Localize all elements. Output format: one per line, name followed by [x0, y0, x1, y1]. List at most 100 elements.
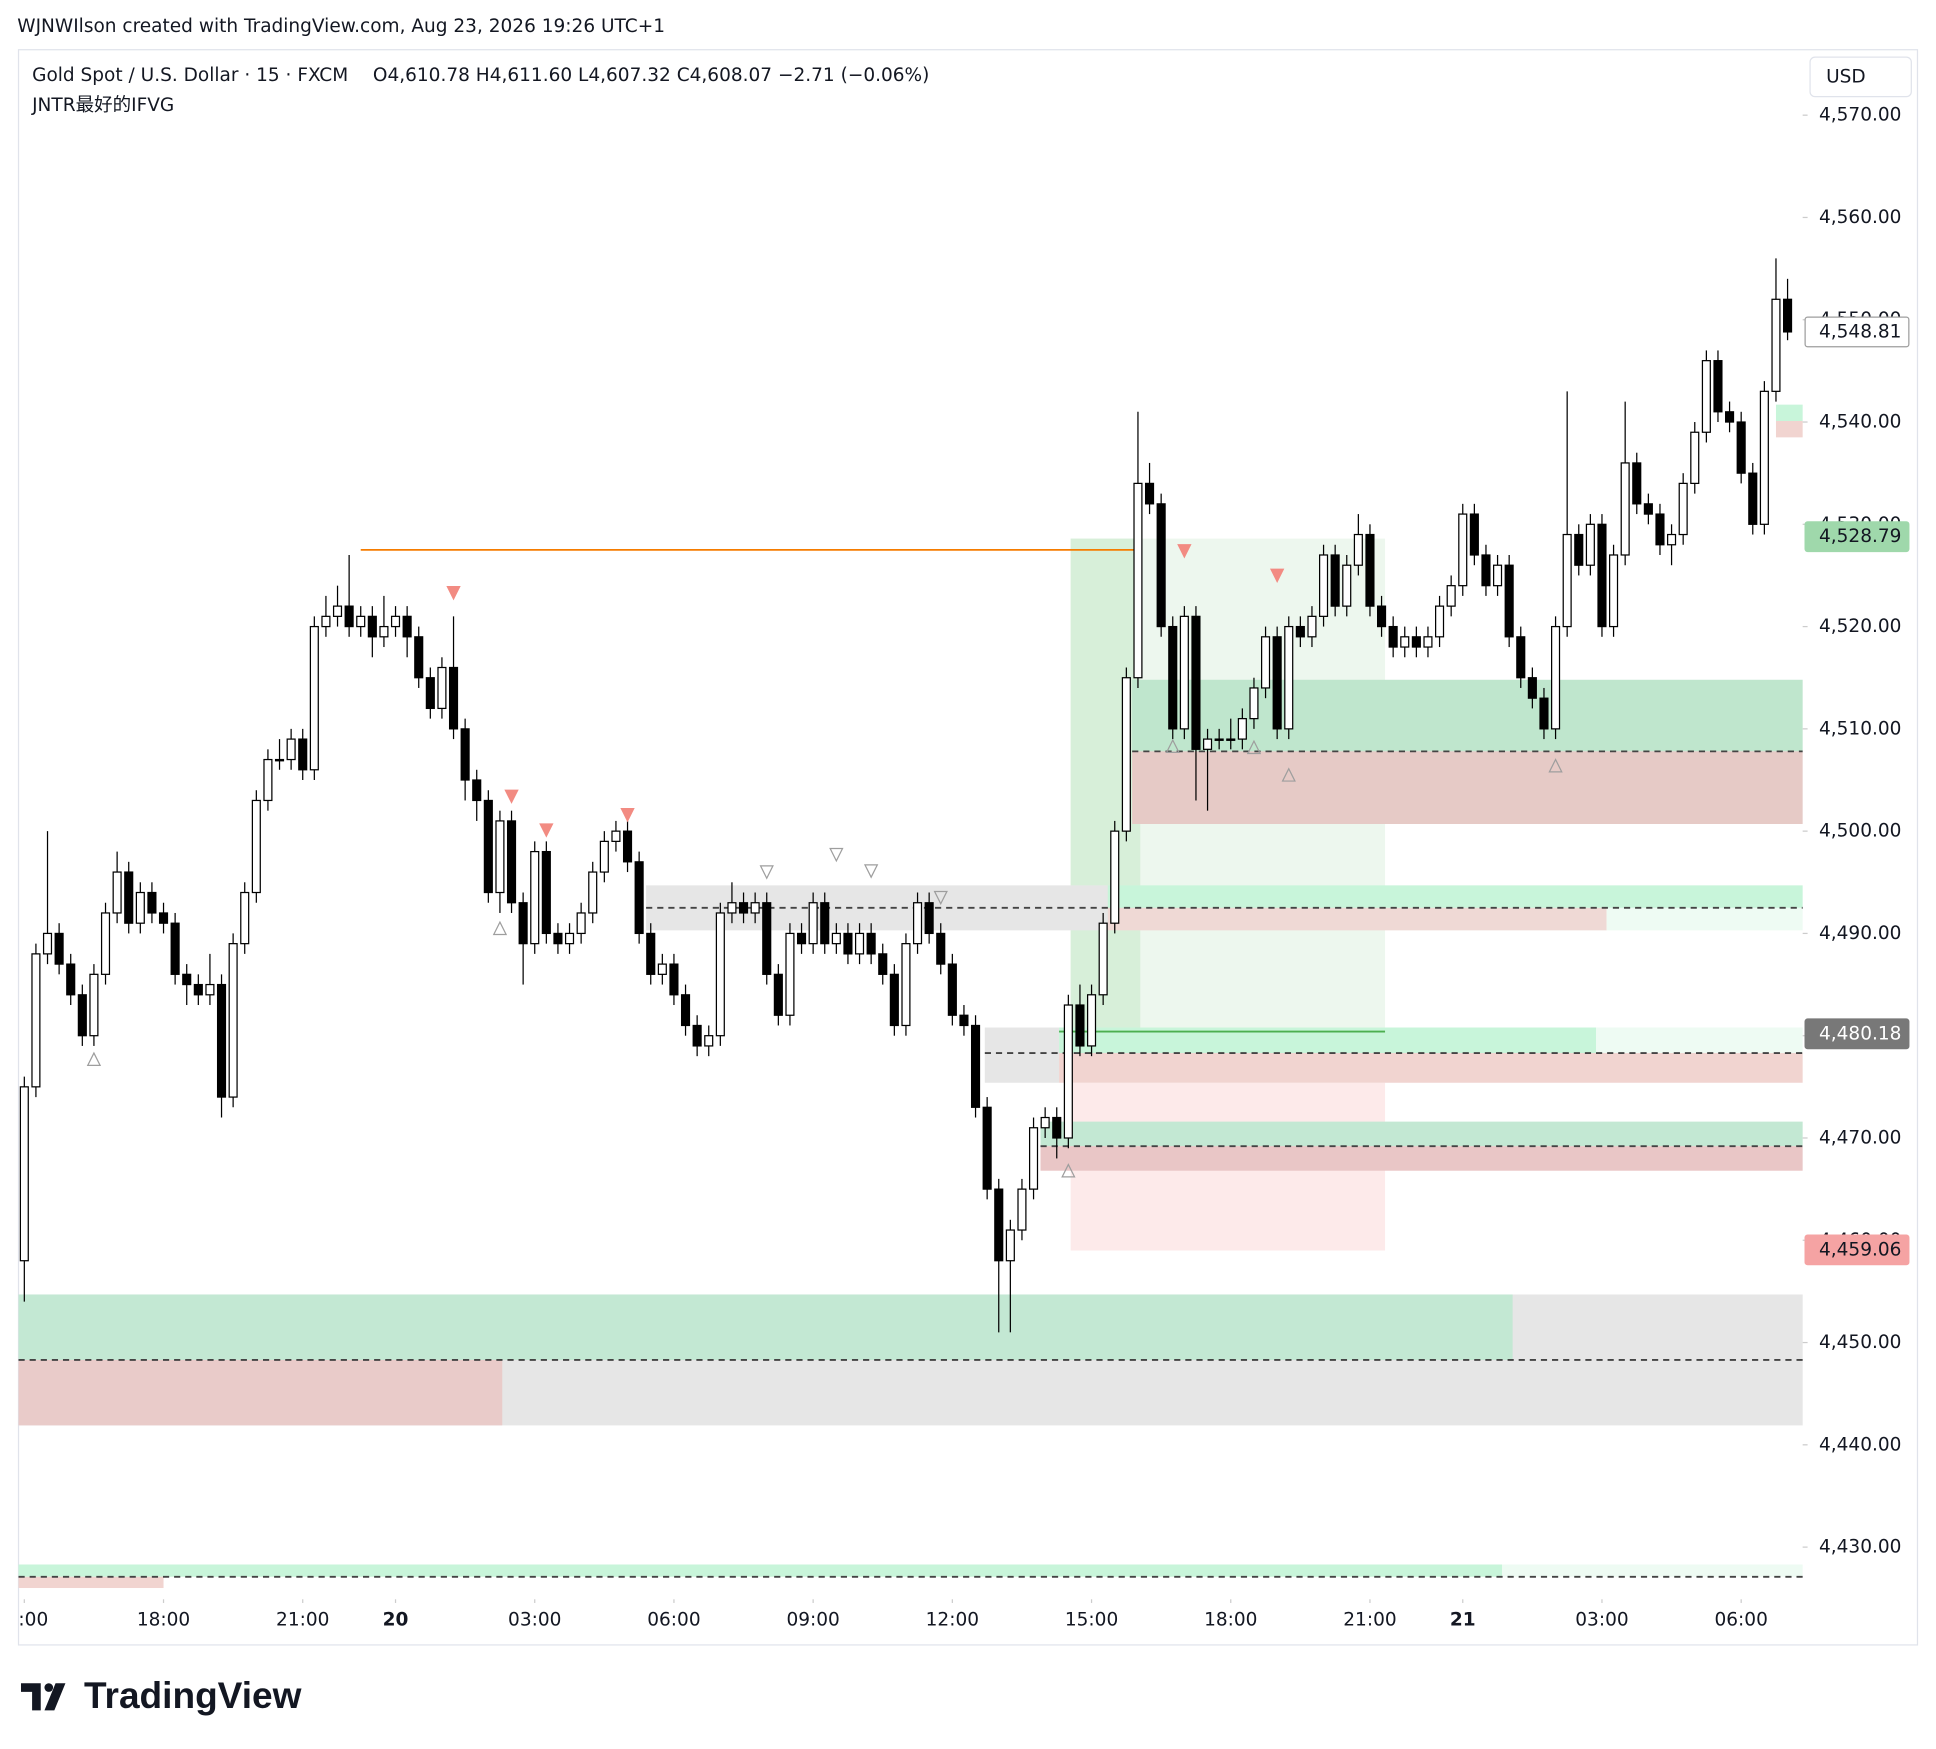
candle-body — [1191, 615, 1201, 750]
candle-body — [1585, 523, 1595, 566]
candle-body — [344, 605, 354, 628]
candle-body — [611, 830, 621, 842]
x-tick-label: 09:00 — [786, 1610, 839, 1631]
ohlc: O4,610.78 H4,611.60 L4,607.32 C4,608.07 … — [373, 65, 930, 86]
candle-body — [669, 963, 679, 996]
candle-body — [1307, 615, 1317, 638]
candle-body — [1179, 615, 1189, 730]
plot: 4,430.004,440.004,450.004,460.004,470.00… — [18, 105, 1910, 1631]
y-tick-label: 4,500.00 — [1819, 821, 1901, 842]
candle-body — [1272, 636, 1282, 730]
y-tick-label: 4,440.00 — [1819, 1434, 1901, 1455]
candle-body — [274, 758, 285, 762]
candle-body — [89, 973, 99, 1037]
candle-body — [1028, 1127, 1039, 1190]
candle-body — [854, 932, 865, 955]
candle-body — [1400, 636, 1410, 648]
candle-body — [425, 677, 435, 710]
x-tick-label: 03:00 — [1575, 1610, 1628, 1631]
candle-body — [437, 666, 447, 710]
signal — [1269, 568, 1285, 583]
x-tick-label: :00 — [18, 1610, 48, 1631]
candle-body — [1318, 554, 1329, 617]
x-tick-label: 21 — [1450, 1610, 1476, 1631]
candle-body — [193, 983, 203, 996]
signal — [1281, 767, 1296, 782]
zone — [1107, 885, 1803, 908]
price-label: 4,480.18 — [1819, 1023, 1901, 1044]
candle-body — [1643, 503, 1653, 515]
candle-body — [541, 850, 551, 935]
candle-body — [564, 932, 575, 945]
candle-body — [704, 1035, 714, 1047]
zone — [18, 1576, 164, 1589]
price-label-box — [1804, 521, 1910, 553]
candle-body — [170, 922, 180, 975]
candle-body — [309, 625, 319, 771]
candle-body — [1759, 390, 1769, 525]
candle-body — [1144, 482, 1155, 505]
candle-body — [414, 636, 424, 679]
candle-body — [1295, 625, 1305, 638]
candle-body — [1052, 1116, 1062, 1139]
candle-body — [657, 963, 667, 975]
candle-body — [483, 799, 493, 894]
price-label: 4,459.06 — [1819, 1239, 1901, 1260]
x-tick-label: 18:00 — [137, 1610, 190, 1631]
y-tick-label: 4,490.00 — [1819, 923, 1901, 944]
candle-body — [124, 871, 134, 924]
candle-body — [495, 820, 505, 894]
x-tick-label: 06:00 — [647, 1610, 700, 1631]
candle-body — [878, 953, 888, 975]
y-tick-label: 4,510.00 — [1819, 718, 1901, 739]
candle-body — [1458, 513, 1468, 587]
candle-body — [1365, 533, 1375, 607]
candle-body — [158, 912, 169, 924]
x-tick-label: 20 — [383, 1610, 409, 1631]
zone — [18, 1359, 503, 1426]
signal — [863, 864, 879, 879]
signal — [492, 920, 508, 936]
candle-body — [553, 932, 563, 945]
zone — [1040, 1146, 1803, 1171]
zone — [18, 1294, 1513, 1360]
candle-body — [1168, 625, 1178, 730]
candle-body — [1121, 677, 1131, 832]
zone — [1596, 1027, 1803, 1054]
candle-body — [1330, 554, 1340, 607]
candle-body — [785, 932, 795, 1016]
candle-body — [286, 738, 296, 761]
candle-body — [1551, 625, 1561, 730]
indicator-name: JNTR最好的IFVG — [31, 95, 174, 116]
signal — [1165, 738, 1180, 754]
candle-body — [970, 1024, 981, 1108]
x-tick-label: 06:00 — [1714, 1610, 1767, 1631]
currency-button[interactable] — [1809, 56, 1912, 98]
currency[interactable]: USD — [1826, 66, 1866, 87]
y-tick-label: 4,570.00 — [1819, 105, 1901, 126]
candle-body — [588, 871, 598, 914]
signal — [86, 1051, 102, 1067]
candle-body — [1597, 523, 1607, 628]
signal — [1246, 739, 1262, 755]
signal — [1177, 544, 1192, 559]
price-label-box — [1804, 316, 1910, 348]
candle-body — [843, 932, 853, 955]
zone — [1040, 1121, 1803, 1147]
candle-body — [1632, 462, 1642, 505]
candle-body — [1667, 533, 1677, 546]
candle-body — [982, 1106, 992, 1190]
y-tick-label: 4,430.00 — [1819, 1537, 1901, 1558]
candle-body — [1574, 533, 1584, 566]
candle-body — [332, 605, 343, 617]
candle-body — [1342, 564, 1352, 607]
candle-body — [936, 932, 946, 965]
candle-body — [1005, 1229, 1015, 1262]
candle-body — [1493, 564, 1503, 587]
candle-body — [959, 1014, 969, 1027]
candle-body — [1527, 677, 1537, 699]
signal — [620, 807, 635, 823]
price-label-box — [1804, 1018, 1910, 1050]
candle-body — [112, 871, 122, 914]
candle-body — [448, 666, 459, 730]
